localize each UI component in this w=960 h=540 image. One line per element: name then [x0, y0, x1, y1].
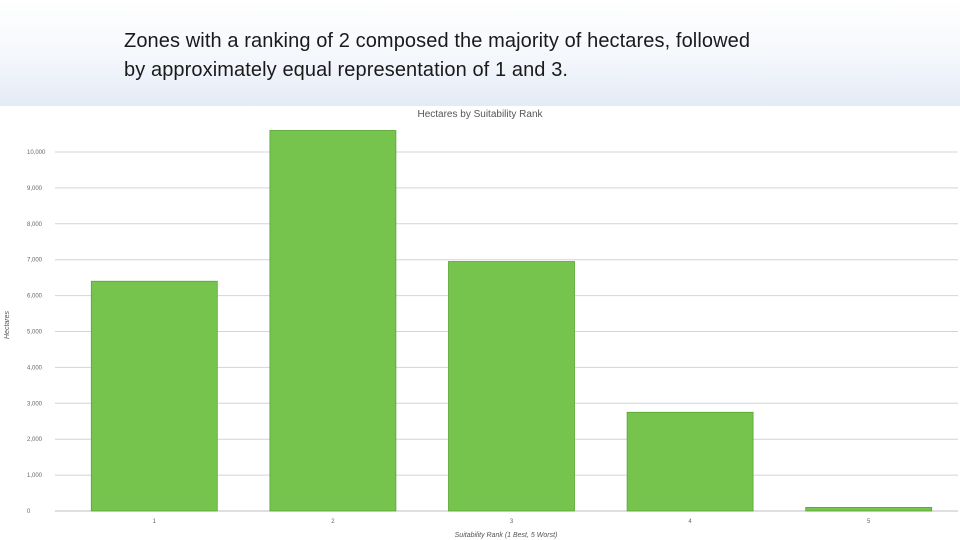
y-tick-label: 1,000	[27, 473, 43, 479]
caption-line-1: Zones with a ranking of 2 composed the m…	[124, 30, 751, 52]
x-tick-label: 4	[688, 519, 692, 525]
bar-rank-3	[448, 261, 575, 512]
y-tick-label: 7,000	[27, 258, 43, 264]
y-tick-label: 6,000	[27, 294, 43, 300]
slide-header: Zones with a ranking of 2 composed the m…	[0, 0, 960, 106]
bar-chart: Hectares by Suitability Rank 0 1,000 2,000…	[4, 109, 958, 539]
y-tick-label: 3,000	[27, 401, 43, 407]
bar-rank-5	[805, 507, 933, 512]
y-tick-label: 4,000	[27, 365, 43, 371]
y-tick-label: 9,000	[27, 186, 43, 192]
caption-line-2: by approximately equal representation of…	[124, 59, 569, 81]
y-tick-label: 5,000	[27, 330, 43, 336]
y-tick-label: 10,000	[27, 150, 46, 156]
chart-bars	[90, 130, 933, 512]
x-tick-label: 1	[153, 519, 157, 525]
x-axis-ticks: 1 2 3 4 5	[153, 519, 871, 525]
bar-rank-4	[626, 411, 754, 512]
chart-title: Hectares by Suitability Rank	[417, 109, 543, 120]
bar-rank-1	[90, 280, 218, 512]
slide-caption: Zones with a ranking of 2 composed the m…	[124, 27, 884, 85]
x-tick-label: 2	[331, 519, 335, 525]
x-tick-label: 5	[867, 519, 871, 525]
bar-rank-2	[269, 130, 397, 512]
y-axis-label: Hectares	[4, 310, 11, 339]
y-tick-label: 8,000	[27, 222, 43, 228]
x-tick-label: 3	[510, 519, 514, 525]
x-axis-label: Suitability Rank (1 Best, 5 Worst)	[455, 532, 558, 539]
y-axis-ticks: 0 1,000 2,000 3,000 4,000 5,000 6,000 7,000 8,00…	[27, 150, 46, 515]
y-tick-label: 0	[27, 509, 31, 515]
y-tick-label: 2,000	[27, 437, 43, 443]
